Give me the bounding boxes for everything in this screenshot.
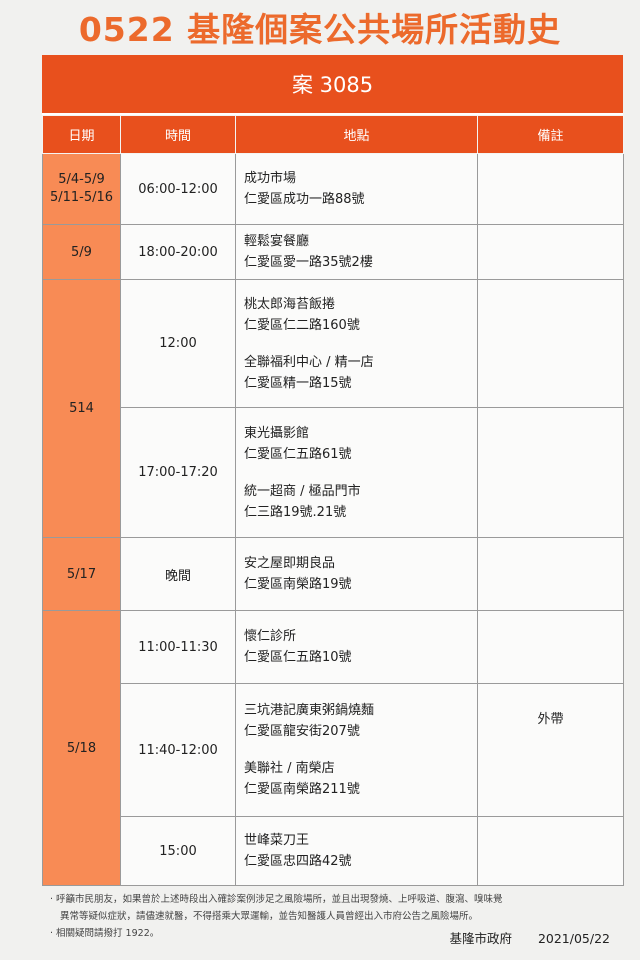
place-address: 仁愛區忠四路42號 [244,854,352,869]
time-cell: 11:40-12:00 [120,683,236,817]
time-cell: 06:00-12:00 [120,153,236,225]
place-cell: 桃太郎海苔飯捲 仁愛區仁二路160號 全聯福利中心 / 精一店 仁愛區精一路15… [235,279,478,408]
place-address: 仁愛區仁五路61號 [244,446,352,462]
place-cell: 世峰菜刀王 仁愛區忠四路42號 [235,816,478,886]
note-cell [477,279,624,408]
time-cell: 12:00 [120,279,236,408]
place-name: 成功市場 [244,171,297,186]
page-title: 0522 基隆個案公共場所活動史 [78,10,562,49]
organization-name: 基隆市政府 [449,931,512,946]
date-cell: 514 [42,279,121,538]
column-header-note: 備註 [477,115,624,154]
note-cell [477,816,624,886]
place-address: 仁愛區仁五路10號 [244,650,352,665]
note-cell [477,153,624,225]
place-cell: 三坑港記廣東粥鍋燒麵 仁愛區龍安街207號 美聯社 / 南榮店 仁愛區南榮路21… [235,683,478,817]
notice-line: · 呼籲市民朋友，如果曾於上述時段出入確診案例涉足之風險場所，並且出現發燒、上呼… [50,894,503,905]
table-row: 5/4-5/9 5/11-5/16 06:00-12:00 成功市場 仁愛區成功… [42,153,624,225]
note-cell [477,537,624,611]
table-row: 17:00-17:20 東光攝影館 仁愛區仁五路61號 統一超商 / 極品門市 … [43,407,624,538]
date-cell: 5/18 [42,610,121,886]
note-cell [477,610,624,684]
activity-table: 日期 時間 地點 備註 5/4-5/9 5/11-5/16 06:00-12:0… [42,115,624,886]
place-name: 輕鬆宴餐廳 [244,234,310,249]
place-address: 仁愛區龍安街207號 [244,724,360,739]
note-cell [477,224,624,280]
place-address: 仁愛區精一路15號 [244,375,352,391]
table-row: 11:40-12:00 三坑港記廣東粥鍋燒麵 仁愛區龍安街207號 美聯社 / … [43,683,624,817]
table-row: 5/9 18:00-20:00 輕鬆宴餐廳 仁愛區愛一路35號2樓 [42,224,624,280]
publish-date: 2021/05/22 [537,931,610,946]
place-cell: 懷仁診所 仁愛區仁五路10號 [235,610,478,684]
time-cell: 17:00-17:20 [120,407,236,538]
table-header-row: 日期 時間 地點 備註 [42,115,624,154]
table-row: 514 12:00 桃太郎海苔飯捲 仁愛區仁二路160號 全聯福利中心 / 精一… [42,279,624,538]
place-address: 仁愛區成功一路88號 [244,192,365,207]
footer-notice: · 呼籲市民朋友，如果曾於上述時段出入確診案例涉足之風險場所，並且出現發燒、上呼… [50,891,610,942]
note-cell [477,407,624,538]
case-number-header: 案 3085 [42,55,623,115]
time-cell: 11:00-11:30 [120,610,236,684]
place-cell: 東光攝影館 仁愛區仁五路61號 統一超商 / 極品門市 仁三路19號.21號 [235,407,478,538]
table-row: 15:00 世峰菜刀王 仁愛區忠四路42號 [43,816,624,886]
place-name: 懷仁診所 [244,629,297,644]
place-address: 仁愛區仁二路160號 [244,317,360,333]
place-cell: 成功市場 仁愛區成功一路88號 [235,153,478,225]
place-name: 世峰菜刀王 [244,833,310,848]
place-name: 三坑港記廣東粥鍋燒麵 [244,703,375,718]
place-cell: 安之屋即期良品 仁愛區南榮路19號 [235,537,478,611]
table-row: 5/17 晚間 安之屋即期良品 仁愛區南榮路19號 [42,537,624,611]
place-name: 統一超商 / 極品門市 [244,483,361,499]
notice-line: 異常等疑似症狀，請儘速就醫，不得搭乘大眾運輸，並告知醫護人員曾經出入市府公告之風… [60,911,479,922]
place-address: 仁愛區南榮路211號 [244,782,360,797]
column-header-date: 日期 [42,115,121,154]
date-cell: 5/4-5/9 5/11-5/16 [42,153,121,225]
place-cell: 輕鬆宴餐廳 仁愛區愛一路35號2樓 [235,224,478,280]
note-cell: 外帶 [477,683,624,817]
notice-line: · 相關疑問請撥打 1922。 [50,928,160,939]
date-text: 5/4-5/9 5/11-5/16 [49,172,114,205]
column-header-time: 時間 [120,115,236,154]
time-cell: 晚間 [120,537,236,611]
date-cell: 5/9 [42,224,121,280]
table-row: 5/18 11:00-11:30 懷仁診所 仁愛區仁五路10號 [42,610,624,886]
place-name: 美聯社 / 南榮店 [244,761,335,776]
time-cell: 15:00 [120,816,236,886]
place-name: 桃太郎海苔飯捲 [244,296,336,312]
place-name: 全聯福利中心 / 精一店 [244,354,374,370]
column-header-place: 地點 [235,115,478,154]
place-address: 仁愛區南榮路19號 [244,577,352,592]
place-address: 仁三路19號.21號 [244,504,347,520]
issuer: 基隆市政府 2021/05/22 [449,928,610,947]
place-address: 仁愛區愛一路35號2樓 [244,255,373,270]
place-name: 東光攝影館 [244,425,310,441]
date-cell: 5/17 [42,537,121,611]
time-cell: 18:00-20:00 [120,224,236,280]
place-name: 安之屋即期良品 [244,556,336,571]
